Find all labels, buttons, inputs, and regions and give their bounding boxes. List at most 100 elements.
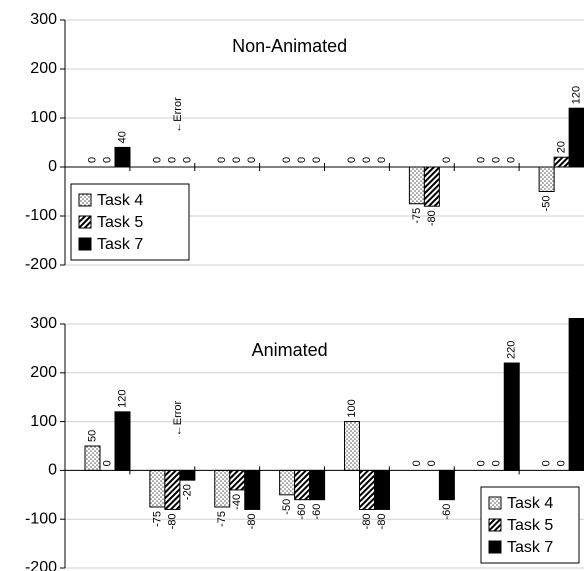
bar [309, 469, 326, 501]
value-label: 0 [541, 460, 553, 466]
y-tick-label: 0 [48, 158, 57, 175]
legend-swatch [78, 237, 92, 251]
y-tick-label: -200 [25, 559, 57, 571]
value-label: 0 [556, 460, 568, 466]
legend-swatch [78, 193, 92, 207]
annotation: ←Error [172, 400, 184, 436]
value-label: 0 [231, 157, 243, 163]
value-label: -20 [181, 484, 193, 500]
legend: Task 4 Task 5 Task 7 [70, 183, 190, 261]
bar [438, 469, 455, 501]
legend-label: Task 7 [97, 236, 143, 253]
bar [84, 445, 101, 471]
annotation: ←Error [172, 97, 184, 133]
legend-swatch [488, 518, 502, 532]
value-label: 0 [361, 157, 373, 163]
legend-label: Task 5 [97, 214, 143, 231]
value-label: 0 [101, 460, 113, 466]
value-label: 0 [86, 157, 98, 163]
legend-label: Task 4 [507, 495, 553, 512]
value-label: -75 [216, 511, 228, 527]
legend-swatch [488, 540, 502, 554]
value-label: 0 [491, 460, 503, 466]
legend: Task 4 Task 5 Task 7 [480, 486, 580, 564]
value-label: -80 [426, 210, 438, 226]
y-tick-label: 100 [30, 413, 57, 430]
bar [538, 166, 555, 192]
bar [179, 469, 196, 481]
y-tick-label: 300 [30, 11, 57, 28]
value-label: 0 [216, 157, 228, 163]
bar [568, 107, 584, 168]
bars [114, 107, 584, 207]
value-label: 0 [476, 460, 488, 466]
value-label: 0 [151, 157, 163, 163]
bar [164, 469, 181, 510]
bar [114, 411, 131, 471]
y-tick-label: 200 [30, 60, 57, 77]
value-label: -50 [281, 499, 293, 515]
legend-label: Task 7 [507, 539, 553, 556]
value-label: -75 [151, 511, 163, 527]
value-label: 120 [571, 86, 583, 104]
value-label: -50 [541, 196, 553, 212]
value-label: 0 [411, 460, 423, 466]
value-label: 120 [116, 389, 128, 407]
value-label: 0 [101, 157, 113, 163]
bar [114, 146, 131, 168]
value-label: 0 [376, 157, 388, 163]
value-label: 40 [116, 131, 128, 143]
legend-swatch [488, 496, 502, 510]
bar [553, 156, 570, 168]
bar [408, 166, 425, 205]
y-tick-label: 200 [30, 364, 57, 381]
value-label: 0 [506, 157, 518, 163]
bar [294, 469, 311, 501]
value-label: -80 [246, 513, 258, 529]
value-label: 0 [281, 157, 293, 163]
value-label: -75 [411, 208, 423, 224]
value-label: -60 [311, 504, 323, 520]
value-label: 0 [166, 157, 178, 163]
value-label: -80 [361, 513, 373, 529]
bar [279, 469, 296, 496]
value-label: 50 [86, 430, 98, 442]
y-tick-label: 300 [30, 315, 57, 332]
y-tick-label: 0 [48, 462, 57, 479]
value-label: 0 [476, 157, 488, 163]
value-label: 540 [571, 320, 583, 338]
bar [244, 469, 261, 510]
value-label: 0 [426, 460, 438, 466]
bar [214, 469, 231, 508]
bar [503, 362, 520, 471]
chart-title: Animated [252, 340, 328, 360]
value-label: 0 [346, 157, 358, 163]
bar [229, 469, 246, 491]
value-label: 0 [296, 157, 308, 163]
value-label: -40 [231, 494, 243, 510]
value-label: 0 [246, 157, 258, 163]
chart-title: Non-Animated [232, 36, 347, 56]
bar [423, 166, 440, 207]
value-label: 20 [556, 141, 568, 153]
value-label: -60 [441, 504, 453, 520]
bar [149, 469, 166, 508]
value-label: -80 [376, 513, 388, 529]
y-tick-label: -100 [25, 207, 57, 224]
value-label: 0 [181, 157, 193, 163]
value-label: -60 [296, 504, 308, 520]
value-label: -80 [166, 513, 178, 529]
value-label: 0 [311, 157, 323, 163]
legend-label: Task 5 [507, 517, 553, 534]
y-tick-label: 100 [30, 109, 57, 126]
bar [344, 421, 360, 471]
legend-swatch [78, 215, 92, 229]
y-tick-label: -100 [25, 510, 57, 527]
value-label: 0 [441, 157, 453, 163]
value-label: 220 [506, 341, 518, 359]
bar [359, 469, 375, 510]
bar [374, 469, 390, 510]
